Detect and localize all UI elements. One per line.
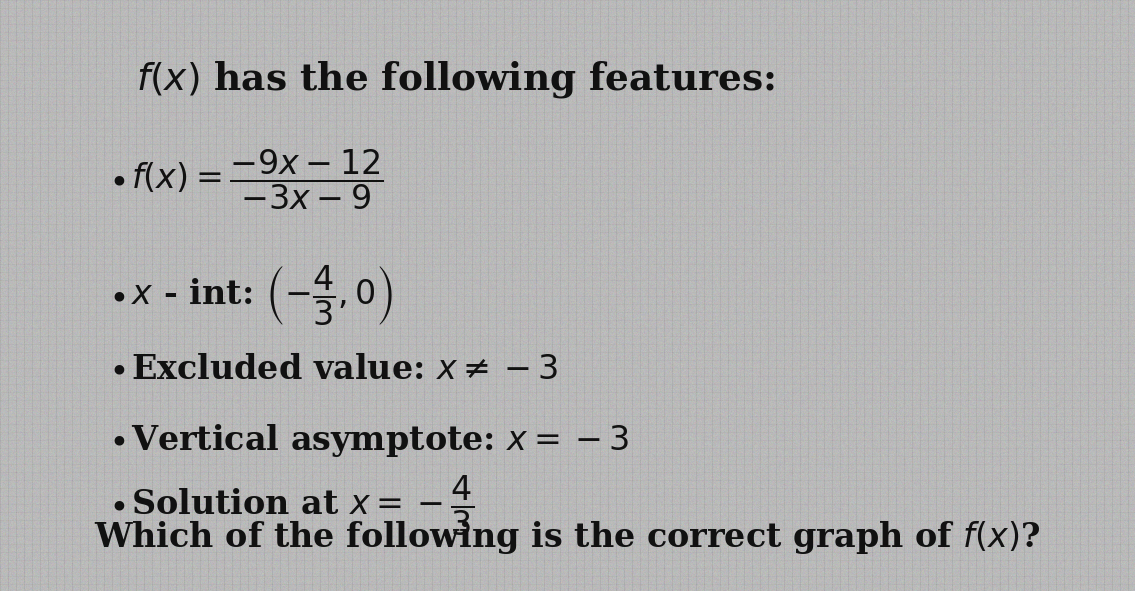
Text: Solution at $\mathit{x} = -\dfrac{4}{3}$: Solution at $\mathit{x} = -\dfrac{4}{3}$: [131, 473, 473, 537]
Text: Excluded value: $\mathit{x} \neq -3$: Excluded value: $\mathit{x} \neq -3$: [131, 353, 558, 386]
Text: Vertical asymptote: $\mathit{x} = -3$: Vertical asymptote: $\mathit{x} = -3$: [131, 422, 629, 459]
Text: $\bullet$: $\bullet$: [108, 353, 125, 386]
Text: $\mathit{f}(\mathit{x}) = \dfrac{-9\mathit{x} - 12}{-3\mathit{x} - 9}$: $\mathit{f}(\mathit{x}) = \dfrac{-9\math…: [131, 148, 384, 212]
Text: $\bullet$: $\bullet$: [108, 424, 125, 457]
Text: $\mathit{f}(\mathit{x})$ has the following features:: $\mathit{f}(\mathit{x})$ has the followi…: [136, 59, 775, 100]
Text: $\bullet$: $\bullet$: [108, 164, 125, 197]
Text: $\bullet$: $\bullet$: [108, 489, 125, 522]
Text: $\bullet$: $\bullet$: [108, 279, 125, 312]
Text: $\mathit{x}$ - int: $\left(-\dfrac{4}{3}, 0\right)$: $\mathit{x}$ - int: $\left(-\dfrac{4}{3}…: [131, 264, 393, 327]
Text: Which of the following is the correct graph of $\mathit{f}(\mathit{x})$?: Which of the following is the correct gr…: [94, 518, 1041, 556]
